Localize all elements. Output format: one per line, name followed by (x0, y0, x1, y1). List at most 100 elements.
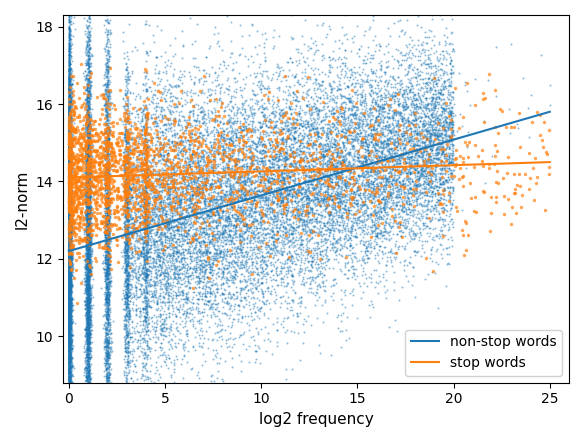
Point (300, 303, 310, 310)
Point (444, 152, 453, 159)
Point (291, 218, 300, 225)
Point (81, 197, 90, 204)
Point (229, 200, 238, 207)
Point (397, 206, 406, 213)
Point (140, 195, 149, 202)
Point (64, 241, 74, 248)
Point (175, 156, 184, 163)
Point (237, 188, 246, 195)
Point (128, 185, 137, 192)
Point (100, 391, 110, 398)
Point (84, 339, 93, 347)
Point (161, 218, 171, 225)
Point (65, 145, 74, 152)
Point (381, 163, 390, 170)
Point (102, 101, 111, 108)
Point (120, 187, 129, 194)
Point (127, 304, 137, 311)
Point (121, 264, 131, 271)
Point (184, 127, 193, 134)
Point (64, 333, 74, 340)
Point (65, 391, 75, 398)
Point (360, 109, 369, 116)
Point (64, 322, 74, 329)
Point (431, 80, 440, 88)
Point (338, 125, 347, 132)
Point (203, 208, 213, 215)
Point (82, 391, 91, 398)
Point (71, 220, 81, 227)
Point (64, 170, 74, 177)
Point (264, 206, 273, 213)
Point (398, 93, 407, 100)
Point (228, 278, 238, 285)
Point (64, 70, 74, 77)
Point (376, 182, 385, 189)
Point (299, 201, 308, 208)
Point (222, 249, 231, 256)
Point (86, 167, 95, 174)
Point (171, 216, 180, 223)
Point (65, 69, 75, 76)
Point (64, 150, 74, 157)
Point (371, 219, 380, 226)
Point (64, 288, 74, 295)
Point (65, 284, 75, 291)
Point (364, 179, 374, 187)
Point (307, 94, 316, 101)
Point (242, 125, 251, 132)
Point (175, 203, 185, 210)
Point (193, 183, 202, 191)
Point (166, 173, 175, 180)
Point (154, 267, 164, 274)
Point (133, 206, 142, 213)
Point (64, 226, 74, 233)
Point (258, 263, 267, 271)
Point (166, 251, 175, 258)
Point (286, 152, 296, 159)
Point (102, 86, 111, 93)
Point (102, 222, 112, 229)
Point (64, 4, 74, 11)
Point (393, 211, 402, 218)
Point (83, 102, 92, 109)
Point (102, 391, 111, 398)
Point (84, 198, 93, 206)
Point (361, 244, 370, 251)
Point (86, 391, 95, 398)
Point (155, 232, 164, 240)
Point (233, 315, 242, 322)
Point (427, 37, 437, 44)
Point (264, 131, 273, 138)
Point (238, 302, 248, 309)
Point (256, 303, 265, 310)
Point (83, 236, 92, 244)
Point (121, 248, 130, 255)
Point (444, 115, 454, 122)
Point (367, 138, 376, 145)
Point (368, 69, 377, 76)
Point (269, 210, 278, 217)
Point (259, 140, 269, 147)
Point (220, 107, 229, 114)
Point (192, 242, 201, 249)
Point (378, 212, 387, 219)
Point (64, 269, 74, 276)
Point (64, 360, 74, 367)
Point (120, 242, 130, 249)
Point (78, 163, 88, 170)
Point (84, 104, 93, 111)
Point (87, 391, 96, 398)
Point (65, 370, 74, 377)
Point (103, 288, 112, 295)
Point (65, 391, 74, 398)
Point (81, 263, 91, 270)
Point (237, 284, 246, 291)
Point (103, 146, 113, 153)
Point (194, 279, 204, 286)
Point (198, 156, 207, 163)
Point (120, 188, 130, 195)
Point (192, 225, 201, 232)
Point (261, 235, 270, 242)
Point (75, 167, 84, 174)
